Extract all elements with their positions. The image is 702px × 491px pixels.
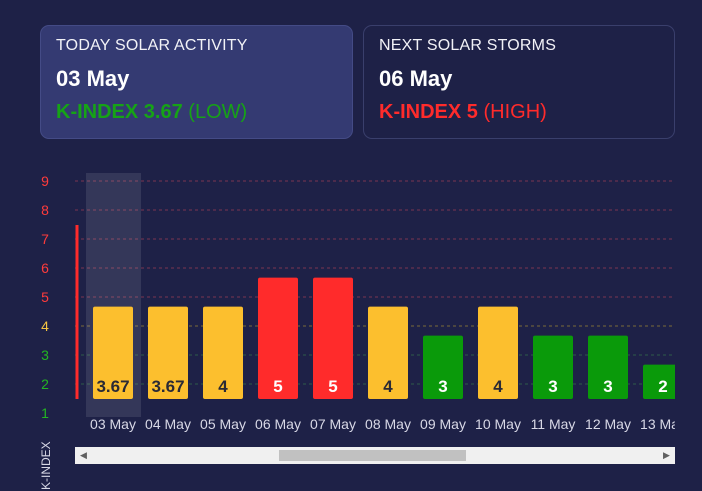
bars-group: 3.67 03 May 3.67 04 May 4 05 May 5 06 May 5 07 Ma… — [90, 277, 686, 432]
today-kindex-value: 3.67 — [143, 101, 183, 123]
bar-value-label: 3.67 — [96, 377, 129, 396]
y-tick-label: 7 — [41, 231, 49, 247]
scroll-right-arrow-icon[interactable]: ▶ — [663, 450, 670, 460]
bar-value-label: 3 — [603, 377, 612, 396]
bar-value-label: 2 — [658, 377, 667, 396]
today-kindex-line: K-INDEX 3.67 (LOW) — [56, 101, 337, 124]
next-kindex-value: 5 — [466, 101, 478, 123]
today-solar-activity-card: TODAY SOLAR ACTIVITY 03 May K-INDEX 3.67… — [40, 25, 353, 139]
bar-value-label: 4 — [383, 377, 393, 396]
bar-03-may[interactable] — [93, 306, 133, 399]
bar-12-may[interactable] — [588, 335, 628, 399]
bar-08-may[interactable] — [368, 306, 408, 399]
x-tick-label: 07 May — [310, 416, 356, 432]
x-tick-label: 05 May — [200, 416, 246, 432]
bar-value-label: 5 — [328, 377, 337, 396]
bar-value-label: 3.67 — [151, 377, 184, 396]
bar-09-may[interactable] — [423, 335, 463, 399]
x-tick-label: 06 May — [255, 416, 301, 432]
bar-10-may[interactable] — [478, 306, 518, 399]
next-card-label: NEXT SOLAR STORMS — [379, 37, 557, 54]
next-kindex-level: (HIGH) — [483, 101, 547, 123]
bar-value-label: 3 — [548, 377, 557, 396]
bar-13-may[interactable] — [643, 364, 683, 399]
bar-06-may[interactable] — [258, 277, 298, 399]
today-card-date: 03 May — [56, 66, 130, 91]
today-kindex-label: K-INDEX — [56, 101, 139, 123]
scrollbar-thumb[interactable] — [278, 450, 466, 461]
y-tick-label: 2 — [41, 376, 49, 392]
y-tick-label: 4 — [41, 318, 49, 334]
bar-value-label: 3 — [438, 377, 447, 396]
x-tick-label: 12 May — [585, 416, 631, 432]
y-tick-label: 5 — [41, 289, 49, 305]
x-tick-label: 11 May — [531, 416, 576, 432]
y-axis-label: K-INDEX — [39, 441, 53, 490]
scroll-left-arrow-icon[interactable]: ◀ — [80, 450, 87, 460]
chart-horizontal-scrollbar[interactable]: ◀ ▶ — [75, 447, 675, 464]
bar-value-label: 4 — [218, 377, 228, 396]
y-tick-label: 6 — [41, 260, 49, 276]
today-kindex-level: (LOW) — [188, 101, 248, 123]
bar-11-may[interactable] — [533, 335, 573, 399]
bar-04-may[interactable] — [148, 306, 188, 399]
x-tick-label: 13 May — [640, 416, 686, 432]
x-tick-label: 09 May — [420, 416, 466, 432]
bar-05-may[interactable] — [203, 306, 243, 399]
next-solar-storms-card: NEXT SOLAR STORMS 06 May K-INDEX 5 (HIGH… — [363, 25, 675, 139]
next-kindex-label: K-INDEX — [379, 101, 462, 123]
bar-value-label: 4 — [493, 377, 503, 396]
y-tick-label: 8 — [41, 202, 49, 218]
next-kindex-line: K-INDEX 5 (HIGH) — [379, 101, 659, 124]
kindex-bar-chart: 1 2 3 4 5 6 7 8 9 3.67 03 May 3.67 04 May 4 05 May 5 06 … — [39, 173, 686, 490]
today-card-label: TODAY SOLAR ACTIVITY — [56, 37, 248, 54]
y-tick-label: 1 — [41, 405, 49, 421]
bar-07-may[interactable] — [313, 277, 353, 399]
next-card-date: 06 May — [379, 66, 453, 91]
x-tick-label: 10 May — [475, 416, 521, 432]
x-tick-label: 08 May — [365, 416, 411, 432]
y-tick-label: 9 — [41, 173, 49, 189]
x-tick-label: 04 May — [145, 416, 191, 432]
x-tick-label: 03 May — [90, 416, 136, 432]
y-tick-label: 3 — [41, 347, 49, 363]
bar-value-label: 5 — [273, 377, 282, 396]
